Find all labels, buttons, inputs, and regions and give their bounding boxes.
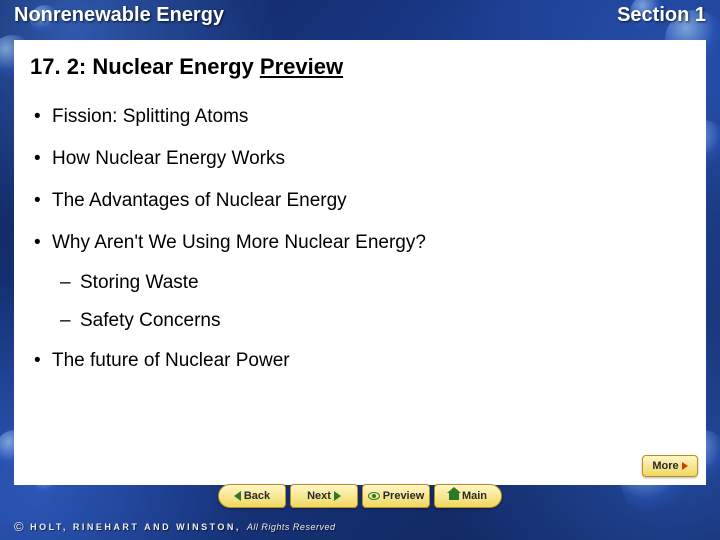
content-box: 17. 2: Nuclear Energy Preview Fission: S… — [14, 40, 706, 485]
back-button[interactable]: Back — [218, 484, 286, 508]
copyright-rest: All Rights Reserved — [247, 522, 336, 532]
home-icon — [449, 493, 459, 500]
bullet-item: The future of Nuclear Power — [30, 340, 690, 382]
bullet-list: Fission: Splitting Atoms How Nuclear Ene… — [14, 90, 706, 382]
bullet-item: The Advantages of Nuclear Energy — [30, 180, 690, 222]
title-preview: Preview — [260, 54, 343, 79]
preview-label: Preview — [383, 490, 425, 502]
header-left: Nonrenewable Energy — [14, 4, 224, 27]
back-label: Back — [244, 490, 270, 502]
header-right: Section 1 — [617, 4, 706, 27]
bullet-subitem: Safety Concerns — [30, 302, 690, 340]
bullet-subitem: Storing Waste — [30, 264, 690, 302]
nav-bar: Back Next Preview Main — [0, 484, 720, 512]
slide-container: Nonrenewable Energy Section 1 17. 2: Nuc… — [0, 0, 720, 540]
title-main: 17. 2: Nuclear Energy — [30, 54, 260, 79]
bullet-item: How Nuclear Energy Works — [30, 138, 690, 180]
copyright: © HOLT, RINEHART AND WINSTON, All Rights… — [14, 519, 335, 534]
arrow-right-icon — [682, 462, 688, 470]
bullet-item: Why Aren't We Using More Nuclear Energy? — [30, 222, 690, 264]
next-button[interactable]: Next — [290, 484, 358, 508]
eye-icon — [368, 492, 380, 500]
arrow-left-icon — [234, 491, 241, 501]
copyright-brand: HOLT, RINEHART AND WINSTON, — [30, 522, 241, 532]
preview-button[interactable]: Preview — [362, 484, 430, 508]
main-label: Main — [462, 490, 487, 502]
arrow-right-icon — [334, 491, 341, 501]
bullet-item: Fission: Splitting Atoms — [30, 96, 690, 138]
more-button[interactable]: More — [642, 455, 698, 477]
slide-title: 17. 2: Nuclear Energy Preview — [14, 40, 706, 90]
header: Nonrenewable Energy Section 1 — [14, 4, 706, 27]
copyright-icon: © — [14, 519, 24, 534]
more-label: More — [652, 460, 678, 472]
main-button[interactable]: Main — [434, 484, 502, 508]
next-label: Next — [307, 490, 331, 502]
